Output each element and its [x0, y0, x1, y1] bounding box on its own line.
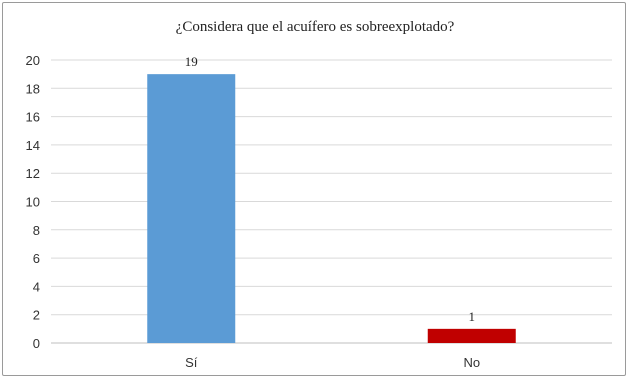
chart-frame	[2, 2, 626, 376]
y-tick-label: 16	[26, 110, 40, 125]
x-tick-label: Sí	[185, 355, 198, 370]
y-tick-label: 10	[26, 195, 40, 210]
x-tick-label: No	[463, 355, 480, 370]
y-tick-label: 2	[33, 308, 40, 323]
bar-si	[147, 74, 236, 344]
y-tick-label: 14	[26, 138, 40, 153]
data-label: 19	[185, 54, 198, 69]
y-tick-label: 6	[33, 251, 40, 266]
y-tick-label: 18	[26, 81, 40, 96]
y-tick-label: 20	[26, 53, 40, 68]
y-tick-label: 8	[33, 223, 40, 238]
bar-no	[427, 328, 516, 343]
y-tick-label: 12	[26, 166, 40, 181]
y-tick-label: 4	[33, 279, 40, 294]
data-label: 1	[469, 309, 476, 324]
y-tick-label: 0	[33, 336, 40, 351]
chart-title: ¿Considera que el acuífero es sobreexplo…	[175, 19, 455, 35]
